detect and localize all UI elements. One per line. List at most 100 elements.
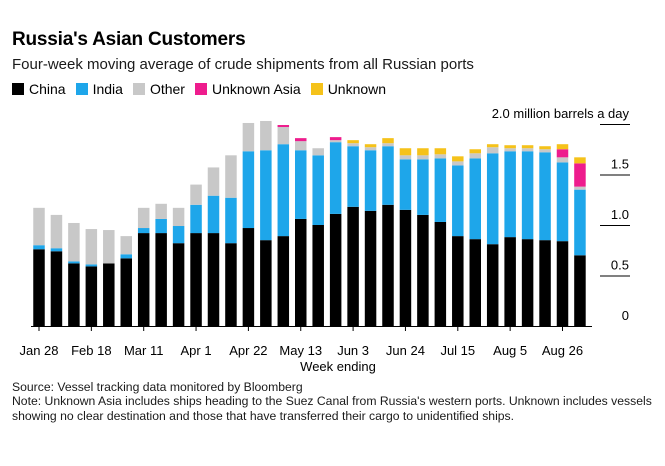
legend-item-unknown: Unknown	[310, 81, 387, 97]
bar-segment-china	[504, 237, 516, 326]
bar-segment-china	[120, 258, 132, 326]
footer-notes: Source: Vessel tracking data monitored b…	[12, 380, 652, 423]
bar-segment-unknown	[521, 145, 534, 149]
bar-segment-unknown	[504, 145, 516, 149]
x-tick-label: Mar 11	[124, 343, 164, 358]
bar-segment-other	[85, 229, 98, 265]
bar-segment-india	[452, 165, 464, 237]
bar-segment-other	[504, 148, 516, 152]
bar-segment-india	[50, 248, 63, 252]
bar-segment-other	[486, 147, 499, 154]
bar-segment-other	[172, 207, 185, 227]
y-axis-unit-label: 2.0 million barrels a day	[492, 106, 630, 121]
bar-segment-china	[382, 204, 394, 326]
bar-segment-india	[417, 159, 429, 215]
bar-segment-india	[225, 197, 237, 244]
y-tick-label: 0.5	[611, 258, 629, 273]
bar-segment-india	[434, 158, 447, 222]
bar-segment-other	[417, 155, 429, 160]
bar-segment-china	[434, 221, 447, 326]
stacked-bar-chart: 0 0.5 1.0 1.5 2.0 million barrels a day Jan …	[19, 106, 630, 374]
y-tick-label: 0	[622, 308, 629, 323]
x-tick-label: Apr 1	[181, 343, 212, 358]
bar-segment-india	[347, 146, 359, 207]
bar-segment-other	[539, 149, 551, 153]
x-tick-label: Feb 18	[71, 343, 111, 358]
bar-segment-other	[207, 167, 220, 196]
bar-segment-china	[172, 243, 185, 326]
legend-swatch-unknown-asia	[194, 83, 207, 95]
bar-segment-unknown	[452, 156, 464, 162]
bar-segment-unknown-asia	[574, 163, 586, 187]
bar-segment-unknown-asia	[277, 125, 290, 128]
bar-segment-unknown	[382, 138, 394, 144]
bar-segment-other	[364, 147, 377, 151]
bar-segment-china	[347, 206, 359, 326]
bar-segment-india	[486, 153, 499, 245]
x-tick-label: May 13	[279, 343, 322, 358]
y-tick-label: 1.5	[611, 157, 629, 172]
y-axis: 0 0.5 1.0 1.5 2.0 million barrels a day	[492, 106, 630, 323]
bar-segment-india	[277, 144, 290, 237]
bar-segment-china	[277, 236, 290, 326]
bar-segment-india	[137, 228, 150, 234]
bar-segment-unknown	[556, 144, 569, 150]
x-tick-label: Aug 5	[493, 343, 527, 358]
legend-label-unknown: Unknown	[327, 81, 387, 97]
bar-segment-india	[539, 152, 551, 241]
bar-segment-china	[452, 236, 464, 326]
legend-swatch-india	[75, 83, 88, 95]
chart-subtitle: Four-week moving average of crude shipme…	[12, 56, 474, 73]
bar-segment-india	[120, 254, 132, 259]
bar-segment-china	[364, 210, 377, 326]
bar-segment-other	[120, 236, 132, 255]
bar-segment-india	[382, 146, 394, 205]
bar-segment-other	[242, 122, 255, 152]
bar-segment-china	[225, 243, 237, 326]
bar-segment-other	[68, 222, 80, 262]
x-tick-label: Aug 26	[542, 343, 583, 358]
bar-segment-other	[295, 141, 307, 151]
bar-segment-china	[85, 266, 98, 326]
bar-segment-china	[33, 249, 45, 326]
bar-segment-india	[521, 151, 534, 240]
bar-segment-unknown	[486, 144, 499, 148]
bar-segment-india	[329, 142, 342, 214]
bar-segment-india	[312, 155, 324, 225]
x-tick-label: Jul 15	[440, 343, 475, 358]
bar-segment-china	[207, 233, 220, 326]
bar-segment-unknown	[539, 146, 551, 150]
bar-segment-china	[312, 225, 324, 326]
bar-segment-other	[452, 161, 464, 166]
bar-segment-china	[399, 209, 412, 326]
legend-swatch-other	[132, 83, 145, 95]
bar-segment-china	[50, 251, 63, 326]
chart-title: Russia's Asian Customers	[12, 29, 246, 50]
bar-segment-china	[539, 240, 551, 326]
bar-segment-other	[260, 120, 272, 151]
bar-segment-unknown-asia	[329, 137, 342, 141]
bar-segment-other	[347, 143, 359, 147]
legend-label-other: Other	[149, 81, 185, 97]
bar-segment-india	[68, 261, 80, 264]
bar-segment-other	[434, 154, 447, 159]
bar-segment-other	[155, 203, 167, 219]
bar-segment-other	[277, 127, 290, 145]
legend-label-unknown-asia: Unknown Asia	[211, 81, 301, 97]
bar-segment-unknown	[347, 140, 359, 144]
bar-segment-china	[574, 255, 586, 326]
bar-segment-other	[50, 214, 63, 249]
bar-segment-india	[172, 226, 185, 244]
bar-segment-other	[469, 153, 481, 159]
bar-segment-china	[329, 213, 342, 326]
bar-segment-india	[242, 151, 255, 229]
legend-item-india: India	[75, 81, 123, 97]
bar-segment-india	[504, 151, 516, 238]
x-axis: Jan 28 Feb 18 Mar 11 Apr 1 Apr 22 May 13 Jun 3…	[19, 326, 592, 374]
bar-segment-china	[556, 241, 569, 326]
note-text: Note: Unknown Asia includes ships headin…	[12, 394, 656, 423]
y-tick-label: 1.0	[611, 207, 629, 222]
bar-segment-india	[190, 204, 202, 234]
x-axis-label: Week ending	[300, 359, 376, 374]
bar-segment-china	[486, 244, 499, 326]
